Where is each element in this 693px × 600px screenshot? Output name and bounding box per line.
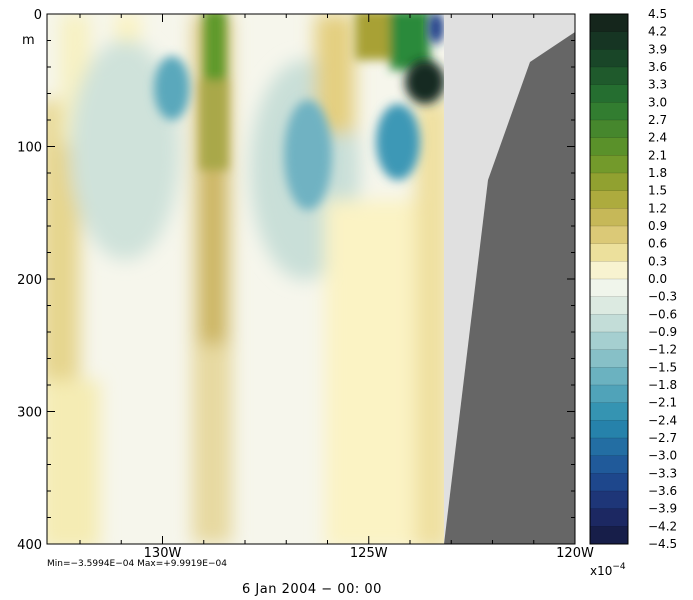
colorbar-label-7: 2.4	[648, 131, 667, 145]
colorbar-bands	[590, 14, 628, 545]
colorbar-scale-base: x10	[590, 564, 612, 578]
colorbar-band-0	[590, 14, 628, 33]
colorbar-label-24: −2.7	[648, 431, 677, 445]
streak-olive-125w	[355, 14, 390, 60]
x-major-ticks	[162, 14, 576, 544]
colorbar-scale-label: x10−4	[590, 562, 626, 578]
region-pale-teal-left	[70, 40, 180, 260]
colorbar-frame	[589, 13, 629, 545]
date-annotation: 6 Jan 2004 − 00: 00	[242, 582, 382, 597]
colorbar-label-6: 2.7	[648, 113, 667, 127]
colorbar-label-16: −0.3	[648, 290, 677, 304]
y-tick-label-2: 200	[17, 273, 42, 288]
blob-teal-126w	[284, 100, 332, 210]
mask-dark	[444, 32, 575, 544]
y-minor-ticks	[47, 40, 575, 518]
colorbar-band-13	[590, 243, 628, 262]
colorbar-label-22: −2.1	[648, 396, 677, 410]
colorbar-label-8: 2.1	[648, 148, 667, 162]
colorbar-band-3	[590, 67, 628, 86]
colorbar-band-16	[590, 296, 628, 315]
colorbar-label-4: 3.3	[648, 78, 667, 92]
colorbar-label-15: 0.0	[648, 272, 667, 286]
colorbar-band-12	[590, 226, 628, 245]
colorbar-label-3: 3.6	[648, 60, 667, 74]
blob-high-123w	[405, 60, 445, 104]
colorbar-band-7	[590, 137, 628, 156]
colorbar-band-8	[590, 155, 628, 174]
colorbar-label-1: 4.2	[648, 25, 667, 39]
colorbar-band-15	[590, 279, 628, 298]
colorbar-label-13: 0.6	[648, 237, 667, 251]
x-tick-labels: 130W 125W 120W	[144, 546, 594, 561]
colorbar-band-21	[590, 385, 628, 404]
colorbar-label-18: −0.9	[648, 325, 677, 339]
colorbar-band-11	[590, 208, 628, 227]
colorbar-label-17: −0.6	[648, 307, 677, 321]
colorbar-label-23: −2.4	[648, 413, 677, 427]
colorbar-label-5: 3.0	[648, 95, 667, 109]
colorbar-label-9: 1.8	[648, 166, 667, 180]
x-tick-label-1: 125W	[350, 546, 388, 561]
colorbar-label-27: −3.6	[648, 484, 677, 498]
colorbar: 4.5 4.2 3.9 3.6 3.3 3.0 2.7 2.4 2.1 1.8 1.5 1.2 0.9 0…	[589, 7, 677, 578]
colorbar-label-11: 1.2	[648, 201, 667, 215]
colorbar-label-10: 1.5	[648, 184, 667, 198]
colorbar-label-14: 0.3	[648, 254, 667, 268]
colorbar-label-2: 3.9	[648, 42, 667, 56]
colorbar-label-20: −1.5	[648, 360, 677, 374]
colorbar-label-28: −3.9	[648, 502, 677, 516]
axes: 0 100 200 300 400 130W 125W 120W m	[17, 8, 594, 561]
colorbar-band-22	[590, 402, 628, 421]
colorbar-label-30: −4.5	[648, 537, 677, 551]
x-tick-label-2: 120W	[556, 546, 594, 561]
y-tick-label-1: 100	[17, 141, 42, 156]
colorbar-band-18	[590, 332, 628, 351]
colorbar-band-27	[590, 491, 628, 510]
y-tick-labels: 0 100 200 300 400	[17, 8, 42, 553]
colorbar-band-10	[590, 190, 628, 209]
colorbar-band-5	[590, 102, 628, 121]
colorbar-band-20	[590, 367, 628, 386]
y-axis-label: m	[22, 33, 35, 48]
colorbar-band-24	[590, 438, 628, 457]
heatmap-field	[47, 14, 575, 544]
colorbar-band-4	[590, 84, 628, 103]
colorbar-label-25: −3.0	[648, 449, 677, 463]
colorbar-band-9	[590, 173, 628, 192]
y-tick-label-4: 400	[17, 538, 42, 553]
colorbar-scale-exp: −4	[612, 562, 626, 572]
colorbar-label-21: −1.8	[648, 378, 677, 392]
colorbar-label-12: 0.9	[648, 219, 667, 233]
colorbar-label-0: 4.5	[648, 7, 667, 21]
y-tick-label-0: 0	[34, 8, 42, 23]
y-major-ticks	[47, 13, 575, 545]
colorbar-band-6	[590, 120, 628, 139]
colorbar-label-29: −4.2	[648, 519, 677, 533]
min-max-annotation: Min=−3.5994E−04 Max=+9.9919E−04	[47, 559, 227, 569]
colorbar-labels: 4.5 4.2 3.9 3.6 3.3 3.0 2.7 2.4 2.1 1.8 1.5 1.2 0.9 0…	[590, 7, 677, 551]
x-minor-ticks	[79, 14, 535, 544]
colorbar-band-14	[590, 261, 628, 280]
blob-teal-124w	[376, 104, 420, 180]
streak-olive-128w	[200, 80, 228, 170]
colorbar-band-23	[590, 420, 628, 439]
colorbar-label-19: −1.2	[648, 343, 677, 357]
colorbar-band-17	[590, 314, 628, 333]
streak-green-128w	[204, 14, 226, 100]
blob-teal-129w	[154, 56, 190, 120]
y-tick-label-3: 300	[17, 406, 42, 421]
colorbar-band-28	[590, 508, 628, 527]
colorbar-band-25	[590, 455, 628, 474]
colorbar-band-19	[590, 349, 628, 368]
band-cream-bottom-left	[47, 380, 100, 544]
colorbar-label-26: −3.3	[648, 466, 677, 480]
colorbar-band-1	[590, 31, 628, 50]
colorbar-band-26	[590, 473, 628, 492]
colorbar-band-2	[590, 49, 628, 68]
colorbar-band-29	[590, 526, 628, 545]
x-tick-label-0: 130W	[144, 546, 182, 561]
blob-low-123w	[428, 14, 444, 44]
